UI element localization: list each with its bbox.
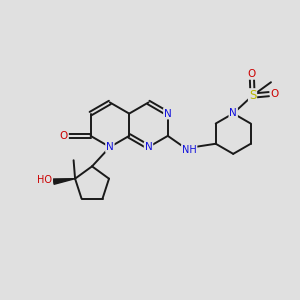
Text: N: N xyxy=(229,108,237,118)
Text: NH: NH xyxy=(182,145,196,155)
Text: O: O xyxy=(271,88,279,98)
Text: S: S xyxy=(249,89,256,102)
Text: O: O xyxy=(247,69,256,79)
Text: O: O xyxy=(60,131,68,141)
Text: N: N xyxy=(145,142,152,152)
Text: HO: HO xyxy=(37,175,52,185)
Polygon shape xyxy=(53,179,75,184)
Text: N: N xyxy=(106,142,114,152)
Text: N: N xyxy=(164,109,172,118)
